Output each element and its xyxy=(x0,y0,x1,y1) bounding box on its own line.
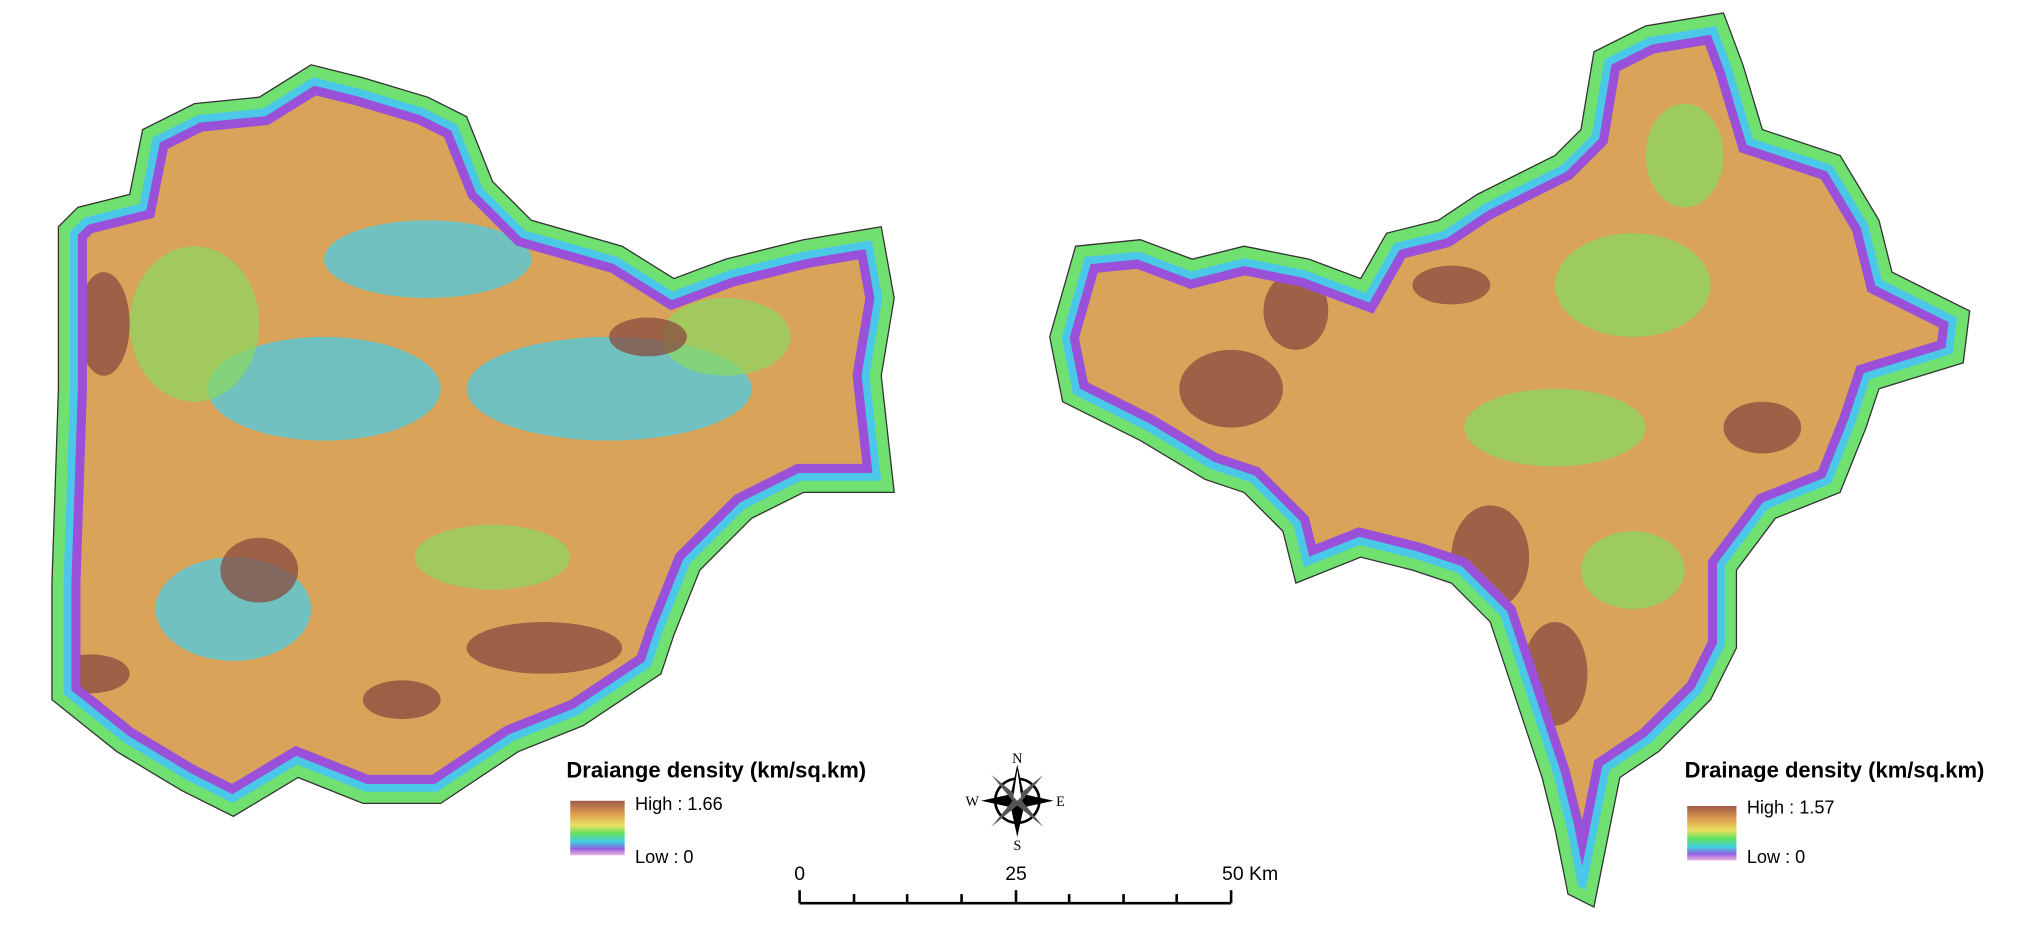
compass-e: E xyxy=(1056,794,1065,810)
legend-high: High : 1.66 xyxy=(635,794,723,814)
legend-title: Drainage density (km/sq.km) xyxy=(1685,757,1985,782)
compass-s: S xyxy=(1013,838,1021,854)
legend-gradient xyxy=(570,800,625,856)
legend-low: Low : 0 xyxy=(1747,847,1805,867)
legend-low: Low : 0 xyxy=(635,847,693,867)
legend-high: High : 1.57 xyxy=(1747,798,1835,818)
compass-n: N xyxy=(1012,751,1022,767)
legend-title: Draiange density (km/sq.km) xyxy=(566,757,866,782)
scale-bar xyxy=(798,890,1233,905)
scale-label: 0 xyxy=(794,863,805,885)
legend-gradient xyxy=(1687,805,1737,861)
right-basin-map xyxy=(1050,13,1970,907)
scale-label: 25 xyxy=(1005,863,1027,885)
compass-w: W xyxy=(965,794,979,810)
left-basin-map xyxy=(51,65,895,817)
compass-rose: N S E W xyxy=(965,751,1064,854)
scale-label: 50 Km xyxy=(1222,863,1278,885)
